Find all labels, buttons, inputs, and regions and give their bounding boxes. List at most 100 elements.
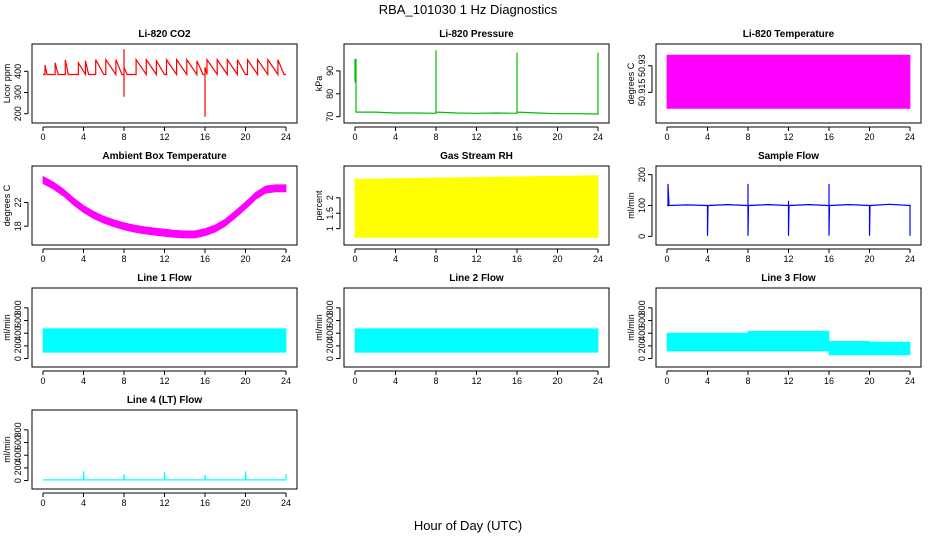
page-title: RBA_101030 1 Hz Diagnostics bbox=[378, 2, 558, 17]
x-axis: 0 4 8 12 16 20 24 bbox=[352, 370, 603, 386]
y-tick-label: 200 bbox=[13, 106, 23, 121]
plot-frame bbox=[343, 43, 610, 124]
plot-frame bbox=[31, 165, 298, 246]
panel-title: Ambient Box Temperature bbox=[102, 151, 227, 162]
x-tick-label: 16 bbox=[200, 376, 210, 386]
y-tick-label: 600 bbox=[13, 435, 23, 450]
plot-frame bbox=[655, 165, 922, 246]
x-tick-label: 0 bbox=[40, 498, 45, 508]
panel-line2: Line 2 Flow 0 4 8 12 16 20 24 0 200400600800ml/mi… bbox=[314, 273, 610, 386]
y-tick-label: 800 bbox=[637, 300, 647, 315]
x-tick-label: 8 bbox=[121, 254, 126, 264]
x-tick-label: 0 bbox=[40, 376, 45, 386]
panel-licor_temp: Li-820 Temperature 0 4 8 12 16 20 24 50.915 50.93… bbox=[626, 29, 922, 142]
y-axis-label: degrees C bbox=[2, 184, 12, 226]
series-line bbox=[43, 49, 286, 117]
x-axis: 0 4 8 12 16 20 24 bbox=[40, 126, 291, 142]
series-line bbox=[354, 50, 599, 115]
y-tick-label: 2 bbox=[325, 195, 335, 200]
y-axis: 70 80 90 bbox=[325, 66, 341, 122]
plot-frame bbox=[31, 287, 298, 368]
x-tick-label: 16 bbox=[512, 132, 522, 142]
x-tick-label: 12 bbox=[159, 376, 169, 386]
y-axis-label: ml/min bbox=[626, 192, 636, 219]
x-tick-label: 16 bbox=[200, 254, 210, 264]
x-tick-label: 24 bbox=[281, 254, 291, 264]
x-tick-label: 8 bbox=[745, 254, 750, 264]
x-axis: 0 4 8 12 16 20 24 bbox=[664, 248, 915, 264]
y-axis-label: ml/min bbox=[314, 314, 324, 341]
x-tick-label: 24 bbox=[905, 132, 915, 142]
x-axis: 0 4 8 12 16 20 24 bbox=[40, 248, 291, 264]
plot-frame bbox=[31, 43, 298, 124]
x-tick-label: 20 bbox=[864, 132, 874, 142]
x-tick-label: 16 bbox=[200, 132, 210, 142]
x-tick-label: 4 bbox=[81, 498, 86, 508]
y-tick-label: 22 bbox=[13, 198, 23, 208]
y-tick-label: 0 bbox=[13, 356, 23, 361]
y-tick-label: 90 bbox=[325, 66, 335, 76]
x-tick-label: 16 bbox=[512, 254, 522, 264]
series-band bbox=[42, 328, 287, 353]
x-tick-label: 0 bbox=[352, 132, 357, 142]
y-axis-label: ml/min bbox=[2, 314, 12, 341]
x-tick-label: 4 bbox=[705, 132, 710, 142]
y-tick-label: 0 bbox=[325, 356, 335, 361]
x-tick-label: 0 bbox=[352, 376, 357, 386]
x-axis: 0 4 8 12 16 20 24 bbox=[40, 492, 291, 508]
y-axis: 50.915 50.93 bbox=[637, 54, 653, 106]
y-tick-label: 200 bbox=[325, 338, 335, 353]
x-tick-label: 4 bbox=[393, 254, 398, 264]
x-tick-label: 8 bbox=[745, 376, 750, 386]
x-axis: 0 4 8 12 16 20 24 bbox=[664, 126, 915, 142]
x-tick-label: 8 bbox=[433, 132, 438, 142]
y-axis-label: Licor ppm bbox=[2, 64, 12, 104]
x-tick-label: 20 bbox=[864, 254, 874, 264]
y-axis-label: percent bbox=[314, 190, 324, 221]
plot-frame bbox=[655, 43, 922, 124]
x-axis: 0 4 8 12 16 20 24 bbox=[352, 248, 603, 264]
x-tick-label: 20 bbox=[240, 498, 250, 508]
x-tick-label: 12 bbox=[471, 254, 481, 264]
y-tick-label: 400 bbox=[637, 326, 647, 341]
plot-frame bbox=[343, 165, 610, 246]
series-band bbox=[354, 328, 599, 353]
x-tick-label: 0 bbox=[664, 254, 669, 264]
x-tick-label: 20 bbox=[864, 376, 874, 386]
x-tick-label: 20 bbox=[240, 376, 250, 386]
x-tick-label: 20 bbox=[240, 132, 250, 142]
x-tick-label: 16 bbox=[512, 376, 522, 386]
y-tick-label: 100 bbox=[637, 198, 647, 213]
x-axis: 0 4 8 12 16 20 24 bbox=[664, 370, 915, 386]
x-tick-label: 0 bbox=[40, 132, 45, 142]
y-axis: 11.52 bbox=[325, 195, 341, 231]
x-tick-label: 24 bbox=[905, 376, 915, 386]
x-tick-label: 16 bbox=[824, 132, 834, 142]
x-tick-label: 12 bbox=[783, 376, 793, 386]
x-tick-label: 8 bbox=[745, 132, 750, 142]
x-tick-label: 0 bbox=[40, 254, 45, 264]
x-tick-label: 24 bbox=[905, 254, 915, 264]
y-tick-label: 200 bbox=[13, 338, 23, 353]
x-tick-label: 4 bbox=[705, 254, 710, 264]
x-axis: 0 4 8 12 16 20 24 bbox=[352, 126, 603, 142]
y-tick-label: 1 bbox=[325, 226, 335, 231]
y-tick-label: 400 bbox=[13, 448, 23, 463]
y-tick-label: 400 bbox=[13, 326, 23, 341]
x-axis: 0 4 8 12 16 20 24 bbox=[40, 370, 291, 386]
panel-line1: Line 1 Flow 0 4 8 12 16 20 24 0 200400600800ml/mi… bbox=[2, 273, 298, 386]
series-band bbox=[666, 54, 911, 109]
y-axis-label: degrees C bbox=[626, 62, 636, 104]
panel-title: Line 2 Flow bbox=[449, 273, 504, 284]
x-tick-label: 12 bbox=[159, 132, 169, 142]
x-tick-label: 4 bbox=[81, 254, 86, 264]
panel-title: Li-820 CO2 bbox=[138, 29, 191, 40]
y-axis: 0 100 200 bbox=[637, 167, 653, 239]
